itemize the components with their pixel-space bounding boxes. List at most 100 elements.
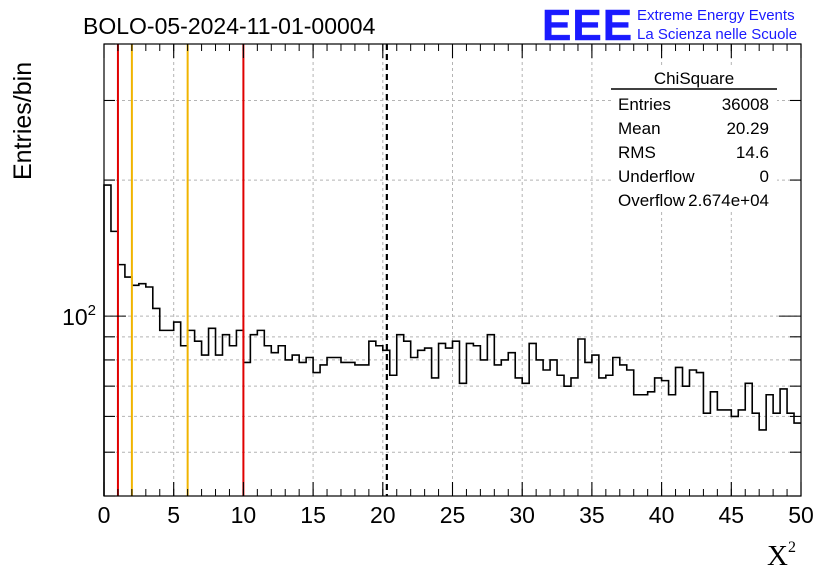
x-tick-label: 50 — [788, 502, 814, 528]
histogram-bin — [466, 343, 473, 496]
histogram-bin — [125, 277, 132, 496]
histogram-bin — [745, 383, 752, 496]
stats-value: 20.29 — [726, 119, 769, 138]
histogram-bin — [662, 381, 669, 496]
x-tick-label: 10 — [231, 502, 257, 528]
histogram-bin — [411, 357, 418, 496]
histogram-bin — [285, 360, 292, 496]
histogram-bin — [153, 308, 160, 496]
histogram-bin — [104, 185, 111, 496]
plot-frame — [103, 43, 802, 497]
stats-rows: Entries 36008 Mean 20.29 RMS 14.6 Underflow 0 Ov… — [618, 95, 769, 210]
stats-value: 14.6 — [736, 143, 769, 162]
histogram-bin — [766, 395, 773, 496]
x-tick-label: 40 — [649, 502, 675, 528]
histogram-bin — [606, 375, 613, 496]
histogram-bin — [397, 335, 404, 496]
histogram-bin — [355, 365, 362, 496]
histogram-bin — [299, 362, 306, 496]
marker-lines — [116, 44, 388, 496]
histogram-bin — [118, 265, 125, 496]
stats-box-background — [611, 66, 777, 212]
histogram-bin — [327, 357, 334, 496]
histogram-bin — [369, 341, 376, 496]
histogram-bin — [669, 395, 676, 496]
histogram-bin — [313, 373, 320, 496]
stats-title: ChiSquare — [654, 69, 734, 88]
histogram-bin — [306, 357, 313, 496]
histogram-bin — [738, 410, 745, 496]
histogram-bin — [696, 373, 703, 496]
histogram-bin — [564, 386, 571, 496]
histogram-bin — [473, 346, 480, 496]
histogram-bin — [229, 346, 236, 496]
x-tick-label: 35 — [579, 502, 605, 528]
histogram-bin — [341, 362, 348, 496]
histogram-bin — [724, 410, 731, 496]
stats-label: Underflow — [618, 167, 695, 186]
stats-label: Overflow — [618, 191, 686, 210]
histogram-bin — [536, 360, 543, 496]
histogram-bin — [167, 330, 174, 496]
x-tick-label: 0 — [98, 502, 111, 528]
chart-title: BOLO-05-2024-11-01-00004 — [83, 13, 376, 39]
histogram-bin — [181, 346, 188, 496]
histogram-bin — [174, 322, 181, 496]
histogram-outline — [103, 184, 801, 496]
histogram-bin — [146, 287, 153, 496]
histogram-bin — [271, 353, 278, 496]
histogram-bin — [585, 362, 592, 496]
histogram-bin — [404, 341, 411, 496]
histogram-bin — [292, 355, 299, 496]
histogram-bin — [787, 413, 794, 496]
histogram-bin — [599, 378, 606, 496]
x-tick-label: 5 — [167, 502, 180, 528]
histogram-bin — [620, 365, 627, 496]
y-axis-label: Entries/bin — [9, 62, 37, 180]
histogram-bin — [578, 339, 585, 496]
histogram-bin — [717, 410, 724, 496]
x-axis-label: X2 — [767, 539, 796, 572]
histogram-bin — [752, 413, 759, 496]
histogram-bin — [648, 392, 655, 496]
histogram-bin — [522, 383, 529, 496]
histogram-bin — [376, 346, 383, 496]
histogram-bin — [236, 330, 243, 496]
histogram-bin — [432, 378, 439, 496]
logo-line-2: La Scienza nelle Scuole — [637, 26, 797, 43]
logo-line-1: Extreme Energy Events — [637, 7, 795, 24]
histogram-bin — [439, 343, 446, 496]
histogram-bin — [222, 335, 229, 496]
histogram-bin — [453, 341, 460, 496]
histogram-bin — [501, 360, 508, 496]
histogram-bin — [264, 346, 271, 496]
histogram-bin — [655, 378, 662, 496]
x-tick-label: 20 — [370, 502, 396, 528]
histogram-bin — [459, 383, 466, 496]
eee-logo: EEE — [542, 1, 633, 50]
histogram-bin — [362, 365, 369, 496]
histogram-bin — [418, 350, 425, 496]
histogram-bin — [613, 357, 620, 496]
histogram-bin — [571, 378, 578, 496]
histogram-bin — [710, 392, 717, 496]
histogram-bin — [627, 370, 634, 496]
histogram-bin — [508, 353, 515, 496]
histogram-bin — [634, 395, 641, 496]
histogram-bin — [425, 348, 432, 496]
histogram-bin — [250, 335, 257, 496]
histogram-bin — [759, 430, 766, 496]
stats-box: ChiSquare Entries 36008 Mean 20.29 RMS 14.6 Un… — [611, 66, 777, 212]
histogram-bin — [703, 413, 710, 496]
histogram-bin — [683, 386, 690, 496]
histogram-bin — [139, 284, 146, 496]
stats-label: Mean — [618, 119, 661, 138]
histogram-bin — [780, 389, 787, 496]
histogram-bin — [257, 330, 264, 496]
histogram-bin — [480, 360, 487, 496]
histogram-bin — [773, 413, 780, 496]
histogram-bin — [641, 395, 648, 496]
histogram-bin — [160, 330, 167, 496]
histogram-bin — [550, 360, 557, 496]
